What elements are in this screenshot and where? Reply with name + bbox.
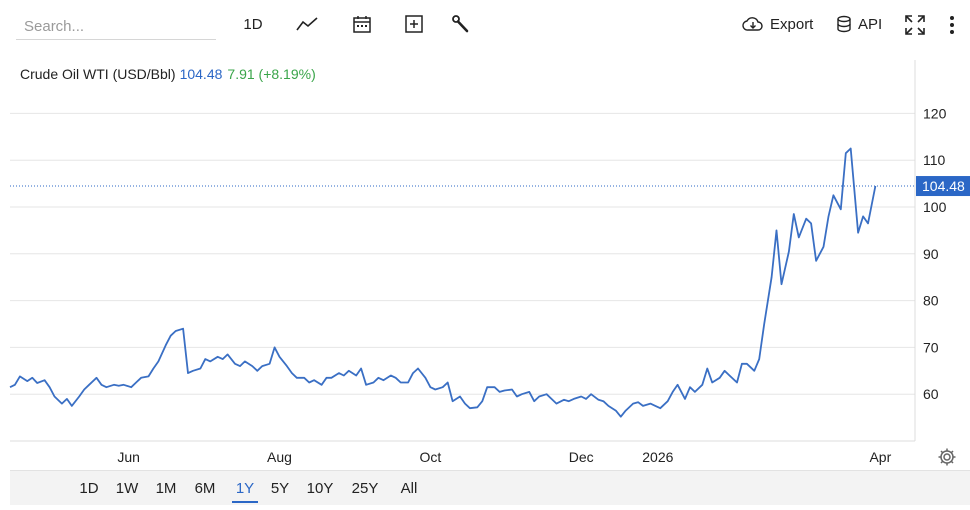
range-button-1m[interactable]: 1M	[155, 480, 177, 497]
toolbar: 1D Export API	[0, 0, 970, 50]
range-button-6m[interactable]: 6M	[194, 480, 216, 497]
x-tick-label: 2026	[642, 449, 673, 465]
price-change: 7.91 (+8.19%)	[227, 66, 316, 82]
wrench-icon[interactable]	[448, 12, 472, 36]
search-input[interactable]	[16, 14, 216, 40]
y-tick-label: 70	[923, 339, 939, 355]
chart-legend: Crude Oil WTI (USD/Bbl) 104.48 7.91 (+8.19…	[20, 66, 316, 82]
y-tick-label: 100	[923, 199, 947, 215]
range-selector: 1D 1W 1M 6M 1Y 5Y 10Y 25Y All	[10, 470, 970, 505]
price-line	[9, 147, 877, 418]
y-tick-label: 120	[923, 105, 947, 121]
last-price-tag	[916, 176, 970, 197]
range-button-1w[interactable]: 1W	[115, 480, 139, 497]
range-button-all[interactable]: All	[400, 480, 418, 497]
settings-gear-icon[interactable]	[937, 447, 957, 467]
line-chart-icon[interactable]	[294, 12, 320, 36]
last-price-tag-label: 104.48	[922, 178, 965, 194]
x-tick-label: Oct	[419, 449, 441, 465]
range-button-25y[interactable]: 25Y	[351, 480, 379, 497]
y-tick-label: 110	[923, 152, 946, 168]
export-label: Export	[770, 15, 814, 33]
cloud-download-icon	[742, 17, 763, 31]
range-button-1y[interactable]: 1Y	[232, 479, 258, 503]
export-button[interactable]: Export	[742, 12, 813, 36]
instrument-name: Crude Oil WTI (USD/Bbl)	[20, 66, 176, 82]
x-tick-label: Aug	[267, 449, 292, 465]
price-chart[interactable]: 60 70 80 90 100 110 120 Jun Aug Oct Dec 2026 Apr 104.…	[0, 50, 970, 470]
database-icon	[837, 15, 851, 33]
last-price: 104.48	[179, 66, 223, 82]
y-tick-label: 90	[923, 246, 939, 262]
y-tick-label: 80	[923, 293, 939, 309]
x-tick-label: Dec	[569, 449, 594, 465]
fullscreen-icon[interactable]	[902, 12, 928, 38]
range-button-5y[interactable]: 5Y	[270, 480, 290, 497]
x-tick-label: Apr	[869, 449, 891, 465]
interval-button[interactable]: 1D	[243, 15, 263, 33]
api-label: API	[858, 15, 883, 33]
calendar-icon[interactable]	[350, 12, 374, 36]
y-tick-label: 60	[923, 386, 939, 402]
more-vertical-icon[interactable]	[942, 12, 962, 38]
api-button[interactable]: API	[836, 12, 882, 36]
range-button-10y[interactable]: 10Y	[306, 480, 334, 497]
range-button-1d[interactable]: 1D	[79, 480, 99, 497]
add-indicator-icon[interactable]	[402, 12, 426, 36]
x-tick-label: Jun	[117, 449, 140, 465]
